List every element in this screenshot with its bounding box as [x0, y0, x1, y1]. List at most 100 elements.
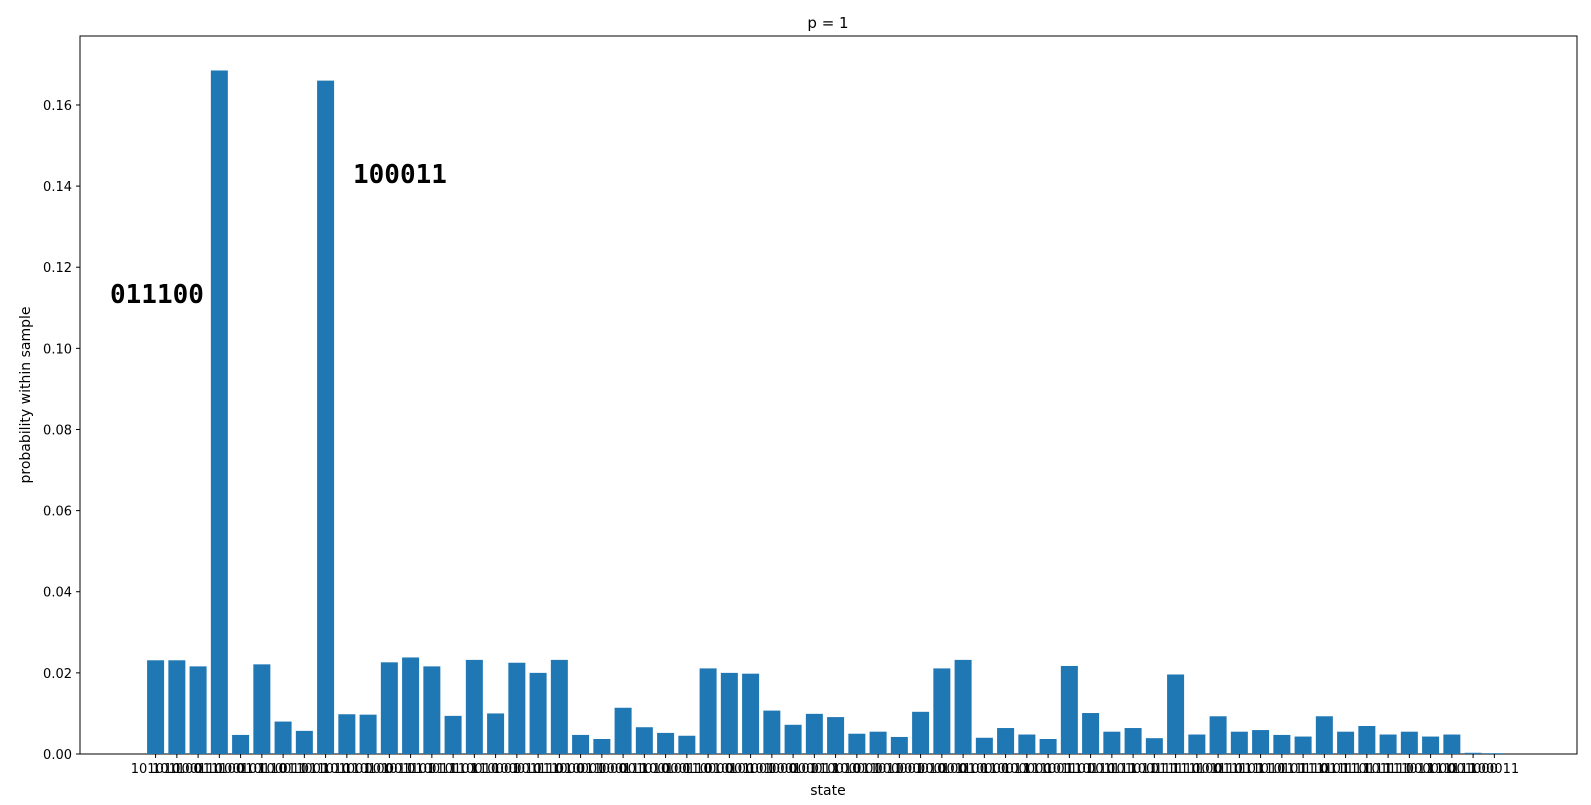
x-tick-label: 101101: [1045, 762, 1095, 777]
x-tick-label: 101011: [1108, 762, 1158, 777]
bar-011001: [295, 730, 313, 754]
y-tick-label: 0.00: [43, 748, 72, 763]
x-tick-label: 111001: [1023, 762, 1073, 777]
bar-010010: [827, 717, 845, 754]
bar-000110: [678, 735, 696, 754]
bar-110110: [1082, 713, 1100, 754]
x-tick-label: 010000: [960, 762, 1010, 777]
bar-011101: [1230, 731, 1248, 754]
bar-000010: [912, 711, 930, 754]
x-tick-label: 100000: [1002, 762, 1052, 777]
bar-101100: [168, 660, 186, 754]
bar-000011: [805, 713, 823, 754]
x-tick-label: 110110: [1066, 762, 1116, 777]
y-tick-label: 0.06: [43, 505, 72, 520]
bar-011010: [317, 80, 335, 755]
x-tick-label: 101000: [747, 762, 797, 777]
bar-100111: [1145, 738, 1163, 754]
x-tick-label: 011101: [1215, 762, 1265, 777]
x-tick-label: 100011: [1470, 762, 1520, 777]
x-tick-label: 011011: [853, 762, 903, 777]
x-tick-label: 101010: [131, 762, 181, 777]
bar-100000: [1018, 734, 1036, 754]
x-tick-label: 100101: [216, 762, 266, 777]
x-tick-label: 110101: [1257, 762, 1307, 777]
x-tick-label: 000110: [662, 762, 712, 777]
x-tick-label: 001011: [365, 762, 415, 777]
y-tick-label: 0.12: [43, 261, 72, 276]
bar-101001: [338, 714, 356, 754]
y-axis-label: probability within sample: [18, 307, 34, 484]
bar-010100: [720, 672, 738, 754]
x-tick-label: 111000: [535, 762, 585, 777]
x-tick-label: 111101: [1300, 762, 1350, 777]
bar-001011: [380, 662, 398, 754]
x-tick-label: 110010: [450, 762, 500, 777]
bar-111000: [550, 659, 568, 754]
x-tick-label: 101110: [1193, 762, 1243, 777]
x-tick-label: 001010: [620, 762, 670, 777]
bar-101010: [147, 660, 165, 754]
x-tick-label: 111010: [1236, 762, 1286, 777]
annotation-011100: 011100: [110, 280, 204, 310]
x-tick-label: 111111: [1427, 762, 1477, 777]
bar-110010: [465, 659, 483, 754]
x-tick-label: 100100: [641, 762, 691, 777]
x-tick-label: 001110: [513, 762, 563, 777]
x-tick-label: 110111: [1342, 762, 1392, 777]
x-tick-label: 001000: [1448, 762, 1498, 777]
bar-001100: [954, 659, 972, 754]
bars-group: [147, 70, 1503, 755]
bar-011000: [593, 738, 611, 754]
y-tick-label: 0.10: [43, 342, 72, 357]
bar-100010: [508, 662, 526, 754]
x-tick-label: 100111: [1130, 762, 1180, 777]
x-tick-label: 100110: [173, 762, 223, 777]
bar-110001: [487, 713, 505, 754]
x-tick-label: 100001: [832, 762, 882, 777]
x-tick-label: 000011: [790, 762, 840, 777]
x-tick-label: 011111: [1321, 762, 1371, 777]
bar-011110: [1167, 674, 1185, 754]
bar-001001: [742, 673, 760, 754]
bar-111010: [1252, 730, 1270, 754]
bar-111011: [1400, 731, 1418, 754]
x-tick-label: 101001: [322, 762, 372, 777]
x-tick-label: 110011: [981, 762, 1031, 777]
x-tick-label: 111011: [1385, 762, 1435, 777]
bar-110111: [1358, 726, 1376, 754]
x-tick-label: 010100: [705, 762, 755, 777]
bar-100110: [189, 666, 207, 754]
bar-011011: [869, 731, 887, 754]
x-tick-label: 010110: [237, 762, 287, 777]
y-tick-label: 0.02: [43, 667, 72, 682]
x-tick-label: 101111: [1363, 762, 1413, 777]
y-tick-label: 0.04: [43, 586, 72, 601]
bar-010101: [444, 715, 462, 754]
bar-111100: [1188, 734, 1206, 754]
x-tick-label: 111100: [1172, 762, 1222, 777]
y-tick-label: 0.16: [43, 99, 72, 114]
bar-001000: [1464, 752, 1482, 754]
bar-000000: [1422, 736, 1440, 754]
x-axis-label: state: [810, 783, 845, 799]
bar-001010: [635, 727, 653, 754]
bar-101011: [1124, 728, 1142, 754]
x-tick-label: 001100: [938, 762, 988, 777]
bar-101101: [1060, 665, 1078, 754]
bar-100100: [657, 732, 675, 754]
bar-110011: [997, 728, 1015, 754]
annotation-100011: 100011: [353, 160, 447, 190]
bar-001101: [402, 657, 420, 754]
x-tick-label: 011100: [195, 762, 245, 777]
x-tick-label: 001001: [726, 762, 776, 777]
y-tick-label: 0.08: [43, 423, 72, 438]
bar-100011: [1485, 753, 1503, 754]
bar-001111: [1103, 731, 1121, 754]
x-tick-label: 010001: [556, 762, 606, 777]
bar-010110: [253, 664, 271, 754]
x-tick-label: 000010: [896, 762, 946, 777]
x-tick-label: 000111: [598, 762, 648, 777]
y-axis: 0.00 0.02 0.04 0.06 0.08 0.10 0.12 0.14 0.16: [43, 99, 80, 763]
bar-101000: [763, 710, 781, 754]
